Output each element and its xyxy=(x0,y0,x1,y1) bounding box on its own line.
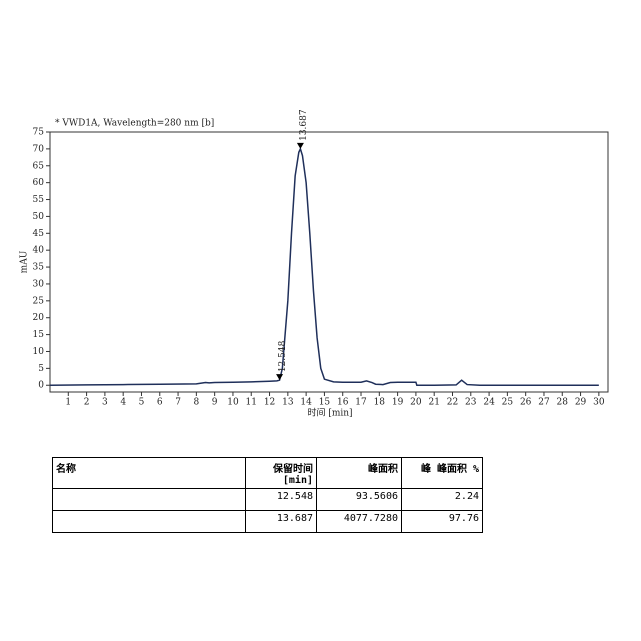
chart: * VWD1A, Wavelength=280 nm [b] 时间 [min] … xyxy=(20,109,609,419)
x-tick-label: 2 xyxy=(84,398,90,408)
y-tick-label: 20 xyxy=(33,313,45,323)
x-tick-label: 7 xyxy=(175,398,181,408)
chart-title: * VWD1A, Wavelength=280 nm [b] xyxy=(55,119,214,129)
y-tick-label: 70 xyxy=(33,144,45,154)
y-tick-label: 5 xyxy=(38,364,44,374)
x-tick-label: 14 xyxy=(300,398,312,408)
y-axis-label: mAU xyxy=(20,250,30,273)
cell xyxy=(52,488,246,511)
x-tick-label: 12 xyxy=(264,398,275,408)
x-tick-label: 23 xyxy=(465,398,477,408)
header-cell: 峰 峰面积 % xyxy=(401,457,483,489)
x-tick-label: 27 xyxy=(538,398,550,408)
row: 13.687 4077.7280 97.76 xyxy=(52,510,483,533)
x-tick-label: 6 xyxy=(157,398,163,408)
x-tick-label: 30 xyxy=(593,398,605,408)
x-tick-label: 8 xyxy=(193,398,199,408)
x-tick-label: 22 xyxy=(447,398,458,408)
cell: 93.5606 xyxy=(316,488,402,511)
y-tick-label: 30 xyxy=(33,279,45,289)
x-tick-label: 17 xyxy=(355,398,367,408)
y-tick-label: 15 xyxy=(33,330,45,340)
header-row: 名称 保留时间 [min] 峰面积 峰 峰面积 % xyxy=(52,457,483,489)
cell: 12.548 xyxy=(245,488,317,511)
y-tick-label: 25 xyxy=(33,296,45,306)
y-tick-label: 65 xyxy=(33,161,45,171)
cell: 2.24 xyxy=(401,488,483,511)
header-cell: 保留时间 [min] xyxy=(245,457,317,489)
y-tick-label: 10 xyxy=(33,347,45,357)
x-tick-label: 1 xyxy=(65,398,71,408)
header-cell: 名称 xyxy=(52,457,246,489)
trace xyxy=(49,146,599,386)
y-tick-label: 75 xyxy=(33,128,45,138)
cell: 13.687 xyxy=(245,510,317,533)
cell: 4077.7280 xyxy=(316,510,402,533)
cell: 97.76 xyxy=(401,510,483,533)
x-tick-label: 4 xyxy=(120,398,126,408)
x-tick-label: 3 xyxy=(102,398,108,408)
x-tick-label: 26 xyxy=(520,398,532,408)
x-tick-label: 10 xyxy=(227,398,239,408)
header-cell: 峰面积 xyxy=(316,457,402,489)
y-tick-label: 50 xyxy=(33,212,45,222)
x-tick-label: 16 xyxy=(337,398,349,408)
x-tick-label: 19 xyxy=(392,398,404,408)
peak-table: 名称 保留时间 [min] 峰面积 峰 峰面积 % 12.548 93.5606… xyxy=(52,457,483,533)
x-tick-label: 20 xyxy=(410,398,422,408)
x-axis-label: 时间 [min] xyxy=(307,407,352,419)
row: 12.548 93.5606 2.24 xyxy=(52,488,483,511)
peak-label: 13.687 xyxy=(299,109,309,141)
x-tick-label: 25 xyxy=(502,398,514,408)
y-tick-label: 60 xyxy=(33,178,45,188)
peak-marker xyxy=(296,142,304,149)
x-tick-label: 13 xyxy=(282,398,294,408)
peak-label: 12.548 xyxy=(278,340,288,372)
y-tick-label: 35 xyxy=(33,263,45,273)
cell xyxy=(52,510,246,533)
y-tick-label: 40 xyxy=(33,246,45,256)
x-tick-label: 24 xyxy=(483,398,495,408)
y-tick-label: 45 xyxy=(33,229,45,239)
x-tick-label: 9 xyxy=(212,398,218,408)
x-tick-label: 5 xyxy=(139,398,145,408)
x-tick-label: 28 xyxy=(557,398,569,408)
y-tick-label: 55 xyxy=(33,195,45,205)
x-tick-label: 18 xyxy=(374,398,386,408)
x-tick-label: 29 xyxy=(575,398,587,408)
plot-frame xyxy=(49,131,609,393)
peak-marker xyxy=(276,374,284,381)
y-tick-label: 0 xyxy=(38,381,44,391)
x-tick-label: 15 xyxy=(319,398,331,408)
x-tick-label: 11 xyxy=(246,398,257,408)
x-tick-label: 21 xyxy=(428,398,439,408)
